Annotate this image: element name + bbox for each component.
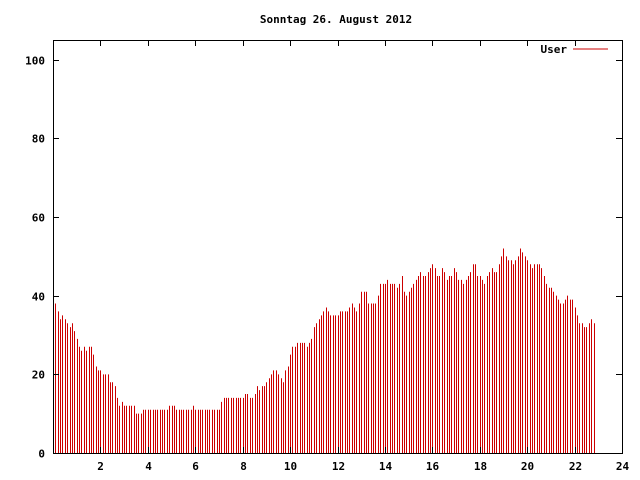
x-tick-label: 6 — [192, 460, 199, 473]
x-tick-label: 14 — [379, 460, 393, 473]
x-tick-label: 22 — [569, 460, 582, 473]
y-tick-label: 0 — [38, 448, 45, 461]
y-tick-label: 60 — [32, 212, 45, 225]
x-tick-label: 4 — [145, 460, 152, 473]
chart-title: Sonntag 26. August 2012 — [260, 13, 412, 26]
x-tick-label: 2 — [97, 460, 104, 473]
x-tick-label: 24 — [616, 460, 630, 473]
bar-group — [53, 248, 595, 453]
x-tick-label: 12 — [332, 460, 345, 473]
y-tick-label: 40 — [32, 291, 45, 304]
y-tick-label: 20 — [32, 369, 45, 382]
x-tick-label: 20 — [521, 460, 534, 473]
x-tick-label: 18 — [474, 460, 487, 473]
y-tick-label: 80 — [32, 133, 45, 146]
legend-label-user: User — [541, 43, 568, 56]
legend: User — [541, 43, 608, 56]
x-tick-label: 8 — [240, 460, 247, 473]
x-tick-label: 10 — [284, 460, 297, 473]
x-tick-label: 16 — [426, 460, 440, 473]
y-tick-label: 100 — [25, 55, 45, 68]
